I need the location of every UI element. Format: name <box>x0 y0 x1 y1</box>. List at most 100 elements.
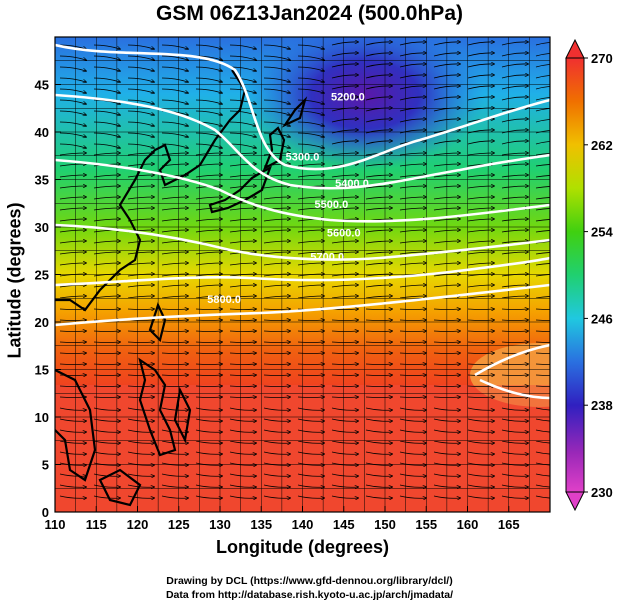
streamline <box>93 309 120 310</box>
wind-streamlines <box>59 42 550 498</box>
streamline <box>365 141 392 145</box>
streamline <box>331 263 358 266</box>
streamline <box>161 473 188 476</box>
streamline <box>127 495 154 498</box>
streamline <box>433 108 460 112</box>
colorbar-tick-label: 246 <box>591 311 613 326</box>
streamline <box>161 342 188 343</box>
streamline <box>59 451 86 454</box>
streamline <box>365 309 392 310</box>
streamline <box>93 186 120 189</box>
streamline <box>297 462 324 465</box>
streamline <box>59 164 86 167</box>
contour-label: 5700.0 <box>310 251 344 263</box>
streamline <box>161 230 188 233</box>
streamline <box>161 219 188 222</box>
streamline <box>59 88 86 93</box>
streamline <box>433 375 460 376</box>
streamline <box>467 108 494 112</box>
streamline <box>127 462 154 465</box>
x-tick-label: 160 <box>457 517 479 532</box>
streamline <box>467 130 494 134</box>
streamline <box>127 451 154 454</box>
streamline <box>263 77 290 82</box>
streamline <box>433 440 460 443</box>
streamline <box>263 429 290 432</box>
streamline <box>535 263 550 266</box>
streamline <box>195 296 222 299</box>
streamline <box>59 331 86 332</box>
streamline <box>195 219 222 222</box>
streamline <box>433 353 460 354</box>
streamline <box>297 132 324 137</box>
streamline <box>433 64 460 68</box>
x-tick-label: 130 <box>209 517 231 532</box>
streamline <box>467 440 494 443</box>
contour-label: 5400.0 <box>335 178 369 190</box>
streamline <box>93 285 120 288</box>
streamline <box>127 164 154 167</box>
streamline <box>399 130 426 134</box>
streamline <box>365 440 392 443</box>
streamline <box>501 230 528 233</box>
streamline <box>161 99 188 104</box>
streamline <box>501 86 528 90</box>
streamline <box>331 153 358 156</box>
streamline <box>535 429 550 433</box>
streamline <box>161 263 188 266</box>
streamline <box>535 418 550 422</box>
streamline <box>93 208 120 211</box>
streamline <box>331 342 358 343</box>
streamline <box>263 66 290 71</box>
streamline <box>161 440 188 443</box>
streamline <box>365 130 392 134</box>
streamline <box>297 484 324 487</box>
streamline <box>365 418 392 421</box>
height-contours <box>55 43 550 400</box>
streamline <box>59 208 86 211</box>
streamline <box>93 252 120 255</box>
streamline <box>59 320 86 321</box>
drawing-credit: Drawing by DCL (https://www.gfd-dennou.o… <box>166 575 453 587</box>
streamline <box>161 429 188 432</box>
streamline <box>365 241 392 244</box>
streamline <box>297 353 324 354</box>
streamline <box>365 484 392 487</box>
streamline <box>365 97 392 101</box>
streamline <box>501 342 528 343</box>
streamline <box>229 99 256 104</box>
chart-title: GSM 06Z13Jan2024 (500.0hPa) <box>155 2 463 25</box>
streamline <box>331 375 358 376</box>
colorbar-tick-label: 270 <box>591 51 613 66</box>
streamline <box>59 241 86 244</box>
streamline <box>229 418 256 421</box>
streamline <box>59 386 86 387</box>
streamline <box>263 164 290 167</box>
streamline <box>501 241 528 244</box>
streamline <box>433 418 460 421</box>
streamline <box>195 110 222 115</box>
streamline <box>501 197 528 200</box>
streamline <box>399 108 426 112</box>
streamline <box>501 175 528 178</box>
streamline <box>161 55 188 60</box>
streamline <box>263 99 290 104</box>
streamline <box>467 197 494 200</box>
streamline <box>229 309 256 310</box>
streamline <box>127 309 154 310</box>
streamline <box>331 252 358 255</box>
streamline <box>93 110 120 115</box>
streamline <box>229 164 256 167</box>
streamline <box>263 132 290 137</box>
streamline <box>263 219 290 222</box>
streamline <box>297 451 324 454</box>
streamline <box>195 230 222 233</box>
streamline <box>399 153 426 156</box>
streamline <box>195 175 222 178</box>
streamline <box>467 274 494 277</box>
streamline <box>433 119 460 123</box>
streamline <box>433 484 460 487</box>
streamline <box>229 353 256 354</box>
streamline <box>59 285 86 288</box>
y-tick-label: 45 <box>35 78 49 93</box>
